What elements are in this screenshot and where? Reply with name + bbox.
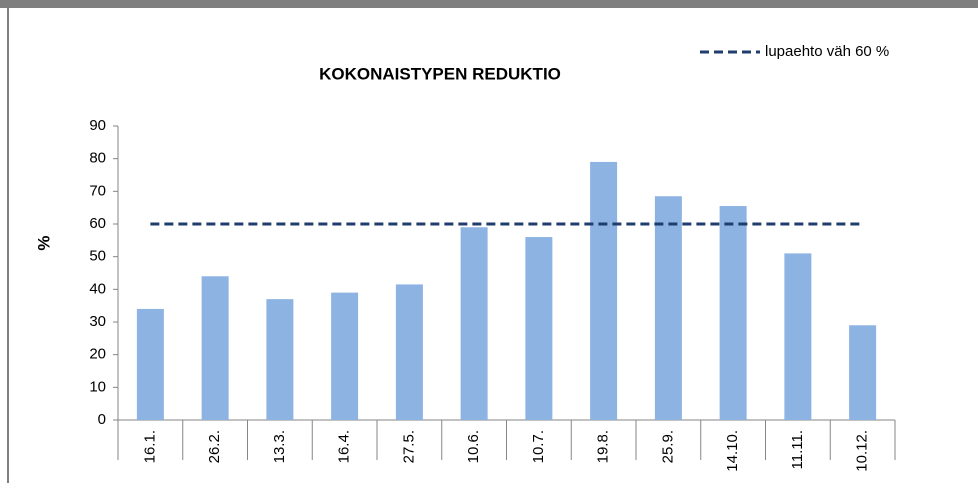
bar (395, 284, 423, 420)
x-tick-label: 11.11. (789, 430, 806, 469)
x-tick-label: 10.7. (530, 430, 547, 463)
bar (590, 161, 618, 420)
bar (136, 308, 164, 420)
frame-left (7, 0, 9, 483)
x-tick-label: 16.1. (141, 430, 158, 463)
frame-top (0, 0, 978, 8)
x-tick-label: 14.10. (724, 430, 741, 472)
x-tick-label: 19.8. (595, 430, 612, 463)
x-tick-label: 25.9. (659, 430, 676, 463)
bar (654, 196, 682, 420)
x-tick-label: 26.2. (206, 430, 223, 463)
bar (849, 325, 877, 420)
legend-label: lupaehto väh 60 % (765, 43, 889, 60)
y-tick-label: 30 (89, 313, 106, 330)
bar (460, 227, 488, 420)
x-tick-label: 16.4. (336, 430, 353, 463)
x-tick-label: 27.5. (400, 430, 417, 463)
y-tick-label: 80 (89, 150, 106, 167)
y-tick-label: 90 (89, 117, 106, 134)
bar (266, 299, 294, 420)
x-tick-label: 13.3. (271, 430, 288, 463)
chart-title: KOKONAISTYPEN REDUKTIO (319, 64, 561, 83)
y-tick-label: 0 (98, 411, 106, 428)
bar (201, 276, 229, 420)
y-tick-label: 60 (89, 215, 106, 232)
y-tick-label: 10 (89, 378, 106, 395)
bar (719, 206, 747, 420)
x-tick-label: 10.6. (465, 430, 482, 463)
y-tick-label: 20 (89, 346, 106, 363)
y-tick-label: 40 (89, 280, 106, 297)
bar (525, 237, 553, 420)
bar (784, 253, 812, 420)
y-axis-label: % (34, 235, 53, 250)
y-tick-label: 70 (89, 182, 106, 199)
x-tick-label: 10.12. (854, 430, 871, 472)
bar (331, 292, 359, 420)
y-tick-label: 50 (89, 248, 106, 265)
